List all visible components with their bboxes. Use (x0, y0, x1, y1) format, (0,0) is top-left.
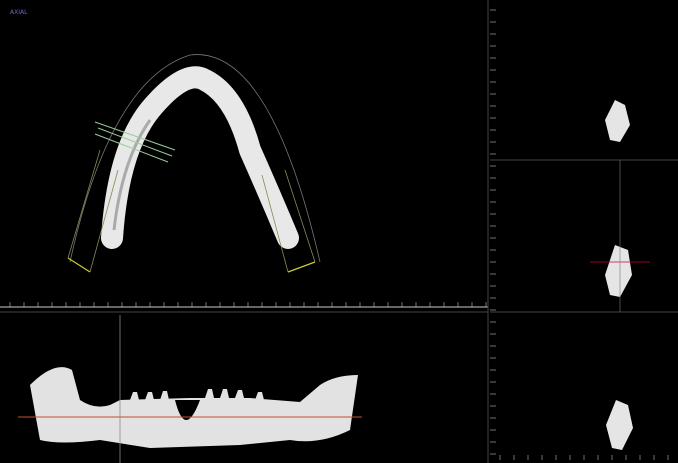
ruler-ticks (490, 9, 669, 460)
teeth (130, 389, 264, 400)
mandible-axial (101, 66, 299, 249)
section (606, 400, 633, 450)
section (605, 245, 632, 297)
implant-plan (94, 121, 176, 163)
marker (67, 257, 91, 273)
ruler-ticks (9, 302, 487, 307)
view-label: AXIAL (10, 9, 28, 16)
section (605, 100, 630, 142)
panoramic-view (18, 315, 362, 463)
cross-sections (490, 100, 678, 450)
bone-shade (112, 119, 152, 231)
axial-view: AXIAL (10, 9, 321, 273)
marker (287, 261, 316, 273)
arch-outline (69, 54, 321, 263)
guide-lines (67, 149, 316, 273)
gap (175, 400, 200, 420)
